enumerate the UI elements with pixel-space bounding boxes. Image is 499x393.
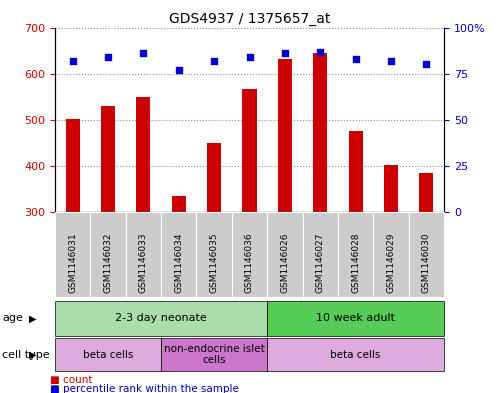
Text: GSM1146034: GSM1146034 xyxy=(174,232,183,293)
Text: 10 week adult: 10 week adult xyxy=(316,313,395,323)
Bar xyxy=(384,165,398,212)
Bar xyxy=(243,89,256,212)
Text: cell type: cell type xyxy=(2,350,50,360)
Text: GSM1146036: GSM1146036 xyxy=(245,232,254,293)
Text: age: age xyxy=(2,313,23,323)
Bar xyxy=(172,196,186,212)
Text: ■ count: ■ count xyxy=(50,375,92,386)
Text: GSM1146035: GSM1146035 xyxy=(210,232,219,293)
Text: GSM1146033: GSM1146033 xyxy=(139,232,148,293)
Point xyxy=(139,50,147,57)
Point xyxy=(387,58,395,64)
Point xyxy=(281,50,289,57)
Point xyxy=(316,48,324,55)
Point xyxy=(68,58,76,64)
Bar xyxy=(349,131,363,212)
Text: ■ percentile rank within the sample: ■ percentile rank within the sample xyxy=(50,384,239,393)
Text: GSM1146028: GSM1146028 xyxy=(351,232,360,293)
Text: GSM1146029: GSM1146029 xyxy=(387,232,396,293)
Text: beta cells: beta cells xyxy=(83,350,133,360)
Text: GSM1146032: GSM1146032 xyxy=(103,232,112,293)
Text: GSM1146030: GSM1146030 xyxy=(422,232,431,293)
Text: non-endocrine islet
cells: non-endocrine islet cells xyxy=(164,344,264,365)
Text: 2-3 day neonate: 2-3 day neonate xyxy=(115,313,207,323)
Bar xyxy=(136,97,150,212)
Text: GSM1146027: GSM1146027 xyxy=(316,232,325,293)
Text: GDS4937 / 1375657_at: GDS4937 / 1375657_at xyxy=(169,12,330,26)
Point xyxy=(352,56,360,62)
Point xyxy=(104,54,112,60)
Point xyxy=(210,58,218,64)
Bar xyxy=(65,119,80,212)
Bar xyxy=(101,106,115,212)
Bar xyxy=(278,59,292,212)
Bar xyxy=(419,173,434,212)
Bar xyxy=(207,143,221,212)
Point xyxy=(175,67,183,73)
Text: beta cells: beta cells xyxy=(330,350,381,360)
Point xyxy=(246,54,253,60)
Point xyxy=(423,61,431,68)
Text: ▶: ▶ xyxy=(29,350,36,360)
Text: GSM1146026: GSM1146026 xyxy=(280,232,289,293)
Text: GSM1146031: GSM1146031 xyxy=(68,232,77,293)
Bar xyxy=(313,53,327,212)
Text: ▶: ▶ xyxy=(29,313,36,323)
